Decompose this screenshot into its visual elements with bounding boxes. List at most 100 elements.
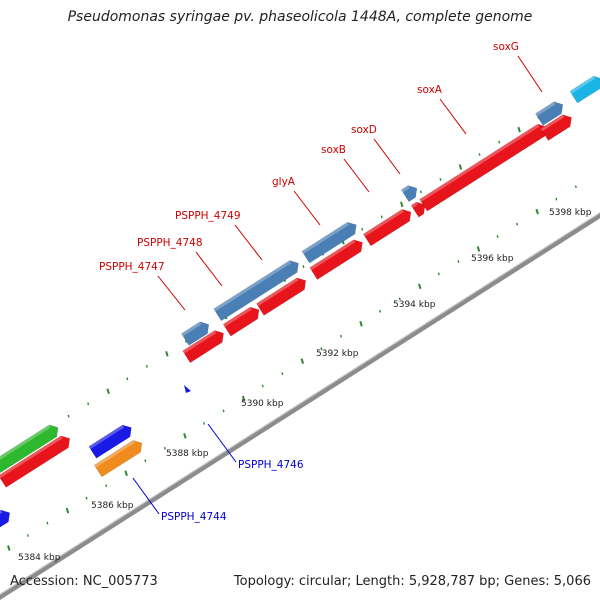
gc-dot-lower bbox=[418, 283, 422, 290]
backbone-line bbox=[0, 213, 600, 600]
feature-red-3 bbox=[256, 277, 307, 316]
feature-shine bbox=[256, 277, 299, 307]
gc-dot-lower bbox=[359, 320, 363, 327]
gc-dot-lower bbox=[26, 534, 29, 537]
feature-body bbox=[410, 201, 426, 218]
feature-shine bbox=[419, 124, 540, 202]
feature-pspph-4747 bbox=[181, 321, 210, 346]
gc-dot-upper bbox=[498, 140, 501, 144]
tick-label: 5388 kbp bbox=[166, 449, 209, 459]
feature-red-2 bbox=[222, 306, 260, 337]
tick-labels: 5384 kbp 5386 kbp 5388 kbp 5390 kbp 5392 kbp… bbox=[18, 208, 592, 563]
feature-red-7 bbox=[419, 123, 547, 212]
feature-soxg bbox=[535, 101, 564, 126]
feature-body bbox=[93, 440, 143, 478]
feature-body bbox=[419, 123, 547, 212]
gene-label: soxB bbox=[321, 144, 346, 156]
gc-dot-lower bbox=[457, 260, 460, 263]
feature-shine bbox=[0, 510, 3, 518]
gene-label: soxD bbox=[351, 124, 377, 136]
feature-body bbox=[181, 321, 210, 346]
gc-dot-lower bbox=[85, 496, 88, 500]
feature-shine bbox=[540, 114, 565, 132]
feature-body bbox=[535, 101, 564, 126]
feature-shine bbox=[535, 101, 556, 117]
gc-dot-lower bbox=[555, 197, 558, 201]
gc-dot-lower bbox=[496, 235, 499, 238]
backbone-highlight bbox=[0, 212, 600, 595]
feature-shine bbox=[411, 202, 418, 208]
gc-dot-upper bbox=[302, 265, 305, 269]
gene-label: glyA bbox=[272, 176, 296, 188]
feature-shine bbox=[223, 307, 252, 327]
tick-label: 5396 kbp bbox=[471, 254, 514, 264]
feature-red-6 bbox=[410, 201, 426, 218]
feature-body bbox=[362, 209, 412, 247]
feature-red-left bbox=[0, 435, 71, 488]
gene-labels: soxG soxA soxD soxB glyA PSPPH_4749 PSPPH_4748… bbox=[99, 41, 543, 523]
feature-cyan-gene bbox=[569, 75, 600, 104]
feature-body bbox=[0, 435, 71, 488]
gene-leader-line bbox=[234, 224, 263, 261]
feature-body bbox=[222, 306, 260, 337]
gene-leader-line bbox=[343, 158, 370, 193]
feature-shine bbox=[88, 424, 125, 449]
feature-shine bbox=[301, 222, 350, 254]
gene-leader-line bbox=[293, 190, 321, 226]
gc-dot-upper bbox=[87, 402, 90, 406]
gene-label: soxG bbox=[493, 41, 519, 53]
feature-orange-4744 bbox=[93, 440, 143, 478]
gc-dot-lower bbox=[574, 185, 577, 189]
gc-dot-lower bbox=[241, 395, 246, 402]
gene-label: PSPPH_4748 bbox=[137, 237, 203, 249]
gc-dot-upper bbox=[419, 190, 422, 194]
feature-shine bbox=[182, 330, 217, 354]
gc-dot-upper bbox=[458, 164, 463, 170]
tick-label: 5384 kbp bbox=[18, 553, 61, 563]
tick-label: 5392 kbp bbox=[316, 349, 359, 359]
gc-dot-lower bbox=[476, 246, 481, 252]
feature-shine bbox=[569, 76, 596, 94]
tick-label: 5390 kbp bbox=[241, 399, 284, 409]
gc-dot-upper bbox=[165, 351, 169, 357]
tick-label: 5386 kbp bbox=[91, 501, 134, 511]
feature-body bbox=[256, 277, 307, 316]
gc-dot-lower bbox=[124, 470, 128, 477]
gc-dot-lower bbox=[144, 459, 147, 463]
topology-summary: Topology: circular; Length: 5,928,787 bp… bbox=[233, 574, 591, 589]
feature-body bbox=[213, 260, 299, 322]
gc-dot-upper bbox=[185, 340, 187, 343]
feature-shine bbox=[0, 424, 51, 466]
feature-glya bbox=[301, 221, 357, 264]
gc-dot-lower bbox=[183, 433, 187, 439]
gc-dot-lower bbox=[320, 347, 323, 351]
feature-shine bbox=[363, 209, 404, 237]
feature-red-8 bbox=[540, 114, 572, 141]
gc-dot-lower bbox=[300, 358, 305, 364]
tick-label: 5398 kbp bbox=[549, 208, 592, 218]
gene-label: PSPPH_4747 bbox=[99, 261, 165, 273]
gene-leader-line bbox=[132, 477, 160, 515]
gc-dot-lower bbox=[379, 309, 382, 313]
feature-blue-edge bbox=[0, 509, 11, 528]
gc-dot-upper bbox=[361, 227, 364, 231]
backbone-ring bbox=[0, 212, 600, 600]
gene-leader-line bbox=[207, 423, 237, 463]
gene-leader-line bbox=[373, 138, 401, 175]
gc-dot-upper bbox=[439, 178, 442, 181]
feature-body bbox=[569, 75, 600, 104]
gc-dot-upper bbox=[126, 377, 129, 381]
feature-red-4 bbox=[309, 239, 363, 280]
feature-shine bbox=[401, 185, 410, 193]
feature-body bbox=[301, 221, 357, 264]
feature-red-1 bbox=[182, 330, 224, 364]
gc-dot-upper bbox=[145, 364, 148, 368]
gene-leader-line bbox=[157, 275, 186, 311]
gene-label: PSPPH_4744 bbox=[161, 511, 227, 523]
feature-body bbox=[540, 114, 572, 141]
gc-dot-upper bbox=[67, 414, 70, 418]
feature-pspph-4746-marker bbox=[184, 385, 191, 393]
gene-label: PSPPH_4746 bbox=[238, 459, 304, 471]
gc-dot-lower bbox=[7, 545, 11, 551]
